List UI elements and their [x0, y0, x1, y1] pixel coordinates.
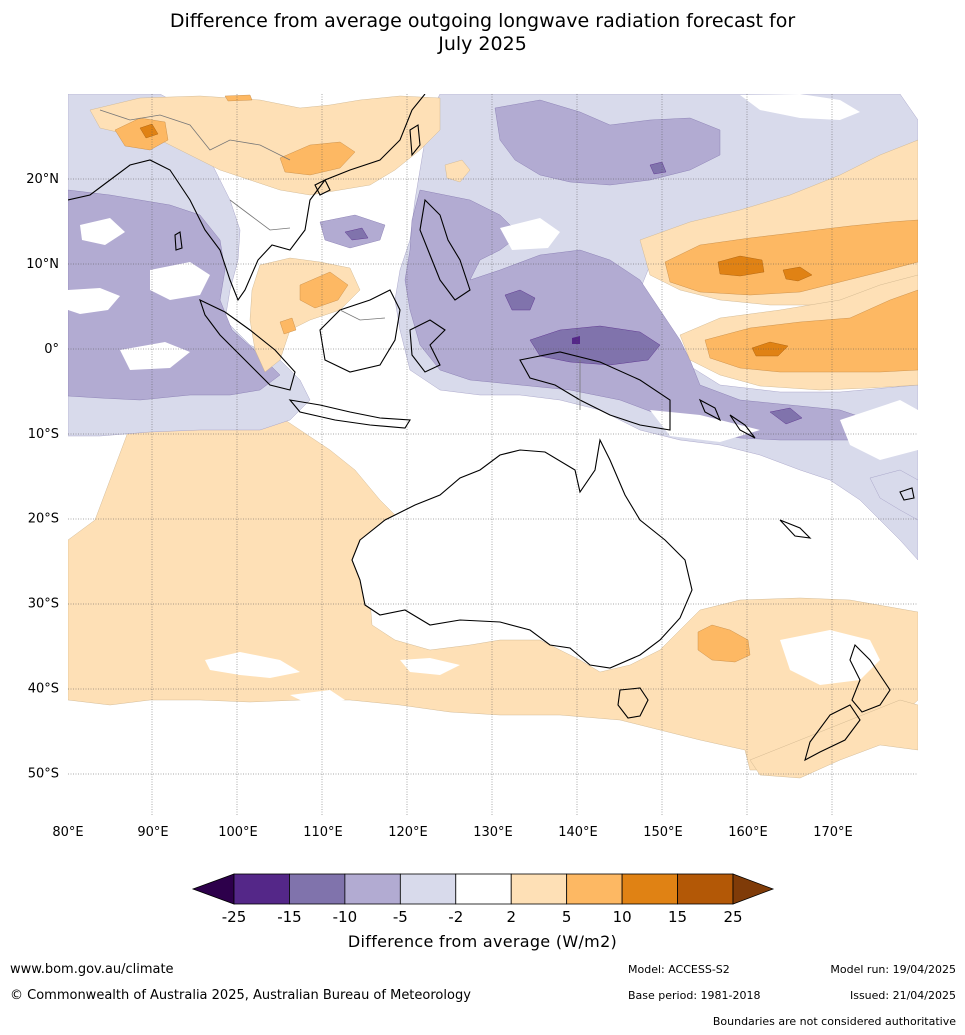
longitude-tick-label: 80°E: [52, 825, 83, 840]
colorbar-tick-labels: -25 -15 -10 -5 -2 2 5 10 15 25: [222, 908, 743, 926]
sri-lanka-coastline: [174, 231, 183, 251]
colorbar-tick-label: -25: [222, 908, 247, 926]
anomaly-region-tasman-positive: [749, 699, 918, 779]
colorbar-swatch: [344, 873, 401, 905]
colorbar-swatch: [399, 873, 457, 905]
colorbar-tick-label: -15: [277, 908, 302, 926]
title-line-1: Difference from average outgoing longwav…: [169, 10, 796, 32]
fiji-coastline: [899, 487, 915, 501]
colorbar-extend-low: [191, 873, 235, 905]
asia-mainland-coastline: [68, 94, 426, 302]
new-guinea-coastline: [519, 351, 671, 431]
coastlines: [68, 94, 915, 762]
latitude-tick-label: 10°N: [26, 257, 59, 272]
anomaly-region-new-guinea-strong-negative: [529, 325, 661, 366]
country-borders: [99, 109, 581, 410]
colorbar-label: Difference from average (W/m2): [347, 932, 618, 951]
new-caledonia-coastline: [779, 519, 812, 539]
taiwan-coastline: [409, 124, 421, 157]
longitude-tick-label: 150°E: [643, 825, 683, 840]
latitude-tick-label: 20°S: [28, 512, 59, 527]
base-period: Base period: 1981-2018: [628, 989, 761, 1002]
colorbar-tick-label: 5: [562, 908, 572, 926]
title-line-2: July 2025: [438, 33, 527, 55]
graticule: [68, 94, 918, 816]
solomon-islands-coastline: [698, 398, 756, 439]
hainan-coastline: [314, 179, 331, 196]
colorbar-swatch: [233, 873, 290, 905]
model-run-date: Model run: 19/04/2025: [830, 963, 956, 976]
latitude-tick-label: 20°N: [26, 172, 59, 187]
anomaly-field: [68, 94, 918, 816]
colorbar-tick-label: -5: [393, 908, 408, 926]
borneo-coastline: [319, 289, 401, 373]
longitude-tick-label: 160°E: [728, 825, 768, 840]
longitude-tick-label: 130°E: [473, 825, 513, 840]
map-title: Difference from average outgoing longwav…: [0, 10, 965, 56]
colorbar-tick-label: 15: [668, 908, 687, 926]
longitude-tick-label: 100°E: [218, 825, 258, 840]
issued-date: Issued: 21/04/2025: [849, 989, 956, 1002]
colorbar-swatch: [566, 873, 623, 905]
forecast-map: 80°E 90°E 100°E 110°E 120°E 130°E 140°E 150°E 16…: [26, 94, 918, 840]
longitude-tick-label: 120°E: [388, 825, 428, 840]
model-name: Model: ACCESS-S2: [628, 963, 730, 976]
longitude-tick-label: 90°E: [137, 825, 168, 840]
colorbar: -25 -15 -10 -5 -2 2 5 10 15 25: [191, 873, 775, 926]
colorbar-boxes: [191, 873, 775, 905]
boundaries-disclaimer: Boundaries are not considered authoritat…: [712, 1015, 956, 1028]
colorbar-swatch: [510, 873, 568, 905]
colorbar-tick-label: -2: [448, 908, 463, 926]
tasmania-coastline: [617, 687, 649, 719]
colorbar-tick-label: 10: [613, 908, 632, 926]
latitude-ticks: 20°N 10°N 0° 10°S 20°S 30°S 40°S 50°S: [26, 172, 59, 782]
copyright-text: © Commonwealth of Australia 2025, Austra…: [10, 988, 471, 1003]
longitude-tick-label: 140°E: [558, 825, 598, 840]
anomaly-region-central-pacific-strong-positive: [717, 255, 765, 277]
anomaly-region-maritime-continent-negative: [404, 189, 871, 441]
australia-coastline: [351, 438, 693, 669]
colorbar-swatch: [455, 873, 512, 905]
philippines-coastline: [419, 198, 471, 301]
longitude-tick-label: 110°E: [303, 825, 343, 840]
sumatra-coastline: [199, 298, 296, 391]
new-zealand-coastline: [804, 643, 891, 762]
colorbar-swatch: [289, 873, 346, 905]
latitude-tick-label: 10°S: [28, 427, 59, 442]
colorbar-tick-label: 2: [506, 908, 516, 926]
colorbar-swatch: [621, 873, 678, 905]
latitude-tick-label: 0°: [44, 342, 59, 357]
longitude-tick-label: 170°E: [813, 825, 853, 840]
java-coastline: [288, 399, 411, 429]
latitude-tick-label: 40°S: [28, 682, 59, 697]
latitude-tick-label: 50°S: [28, 767, 59, 782]
colorbar-swatch: [677, 873, 734, 905]
longitude-ticks: 80°E 90°E 100°E 110°E 120°E 130°E 140°E 150°E 16…: [52, 825, 852, 840]
colorbar-tick-label: -10: [333, 908, 358, 926]
colorbar-extend-high: [732, 873, 775, 905]
colorbar-tick-label: 25: [723, 908, 742, 926]
website-link[interactable]: www.bom.gov.au/climate: [10, 962, 174, 977]
latitude-tick-label: 30°S: [28, 597, 59, 612]
sulawesi-coastline: [409, 319, 446, 373]
anomaly-region-tasman-sea-warm: [697, 624, 751, 663]
